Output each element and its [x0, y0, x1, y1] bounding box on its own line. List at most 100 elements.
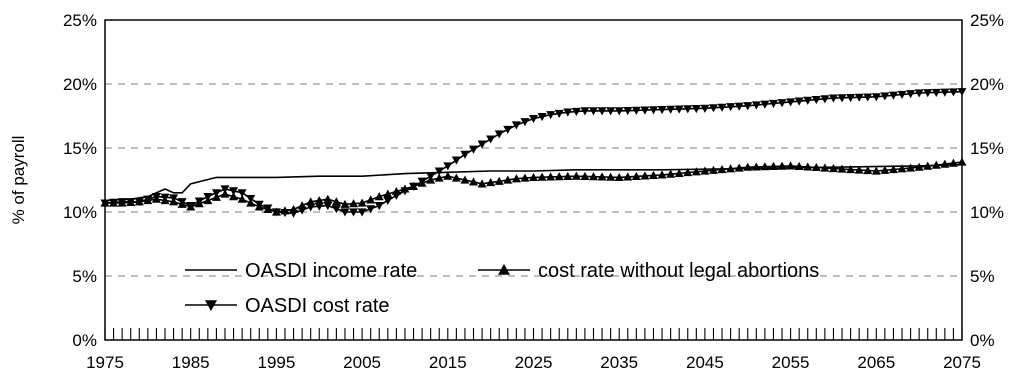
data-point-marker	[786, 98, 796, 107]
data-point-marker	[906, 163, 916, 172]
data-point-marker	[666, 169, 676, 178]
data-point-marker	[494, 130, 504, 139]
data-point-marker	[434, 167, 444, 176]
data-point-marker	[923, 161, 933, 170]
data-point-marker	[571, 107, 581, 117]
y-tick-label-right: 20%	[970, 75, 1004, 94]
data-point-marker	[768, 161, 778, 171]
data-point-marker	[426, 175, 436, 184]
x-minor-ticks	[104, 328, 963, 340]
data-point-marker	[400, 184, 410, 193]
y-tick-label-left: 20%	[63, 75, 97, 94]
data-point-marker	[520, 173, 530, 182]
y-tick-label-right: 10%	[970, 203, 1004, 222]
series	[100, 88, 967, 218]
data-point-marker	[717, 165, 727, 174]
data-point-marker	[837, 164, 847, 173]
data-point-marker	[109, 198, 119, 207]
x-tick-label: 1985	[172, 353, 210, 372]
data-point-marker	[846, 165, 856, 174]
data-point-marker	[160, 195, 170, 205]
x-tick-label: 2015	[429, 353, 467, 372]
data-point-marker	[529, 114, 538, 124]
data-point-marker	[863, 93, 873, 102]
data-point-marker	[126, 197, 136, 206]
data-point-marker	[546, 172, 556, 181]
data-point-marker	[777, 99, 787, 108]
legend-label: OASDI cost rate	[245, 295, 390, 317]
data-point-marker	[486, 178, 496, 187]
data-point-marker	[871, 93, 881, 102]
data-point-marker	[828, 94, 838, 103]
data-point-marker	[657, 106, 667, 115]
data-point-marker	[134, 197, 144, 206]
data-point-marker	[828, 163, 838, 173]
y-tick-label-right: 5%	[970, 267, 995, 286]
data-point-marker	[177, 199, 187, 208]
series-2	[100, 157, 967, 216]
data-point-marker	[349, 208, 359, 217]
y-tick-label-left: 25%	[63, 11, 97, 30]
x-tick-label: 2055	[772, 353, 810, 372]
data-point-marker	[854, 165, 864, 174]
data-point-marker	[871, 166, 881, 175]
data-point-marker	[460, 175, 470, 184]
data-point-marker	[606, 172, 616, 181]
data-point-marker	[323, 194, 333, 203]
data-point-marker	[503, 125, 513, 134]
data-point-marker	[700, 104, 710, 113]
data-point-marker	[597, 172, 607, 181]
data-point-marker	[529, 172, 538, 182]
data-point-marker	[880, 92, 890, 101]
data-point-marker	[743, 162, 753, 171]
data-point-marker	[708, 104, 718, 113]
data-point-marker	[674, 105, 684, 114]
data-point-marker	[511, 174, 521, 183]
data-point-marker	[640, 106, 650, 115]
data-point-marker	[469, 177, 479, 186]
data-point-marker	[597, 107, 607, 116]
data-point-marker	[640, 171, 650, 180]
data-point-marker	[546, 111, 556, 120]
data-point-marker	[357, 198, 367, 207]
data-point-marker	[237, 194, 247, 203]
data-point-marker	[683, 105, 693, 114]
data-point-marker	[383, 196, 393, 205]
data-point-marker	[511, 121, 521, 130]
data-point-marker	[289, 204, 299, 214]
data-point-marker	[623, 107, 633, 116]
legend-marker	[205, 300, 217, 311]
legend-marker	[498, 264, 510, 275]
data-point-marker	[957, 157, 967, 166]
legend-label: cost rate without legal abortions	[538, 260, 819, 282]
data-point-marker	[563, 171, 573, 181]
data-point-marker	[931, 88, 941, 97]
data-point-marker	[606, 107, 616, 116]
data-point-marker	[580, 107, 590, 116]
data-point-marker	[588, 172, 598, 181]
data-point-marker	[897, 164, 907, 173]
data-point-marker	[888, 91, 898, 100]
data-point-marker	[657, 170, 667, 179]
data-point-marker	[751, 101, 761, 110]
x-tick-label: 2035	[600, 353, 638, 372]
data-point-marker	[383, 189, 393, 198]
data-point-marker	[948, 88, 958, 97]
data-point-marker	[520, 118, 530, 127]
data-point-marker	[614, 172, 624, 182]
data-point-marker	[554, 109, 564, 118]
y-tick-label-right: 15%	[970, 139, 1004, 158]
data-point-marker	[211, 192, 221, 201]
data-point-marker	[314, 202, 324, 211]
data-point-marker	[477, 179, 487, 188]
data-point-marker	[254, 202, 264, 211]
data-point-marker	[683, 168, 693, 177]
data-point-marker	[794, 161, 804, 171]
data-point-marker	[451, 156, 461, 165]
legend-entry: OASDI income rate	[185, 260, 417, 282]
x-tick-label: 2075	[943, 353, 981, 372]
data-point-marker	[374, 202, 384, 211]
data-point-marker	[366, 195, 376, 204]
x-tick-label: 1975	[86, 353, 124, 372]
data-point-marker	[169, 197, 179, 206]
